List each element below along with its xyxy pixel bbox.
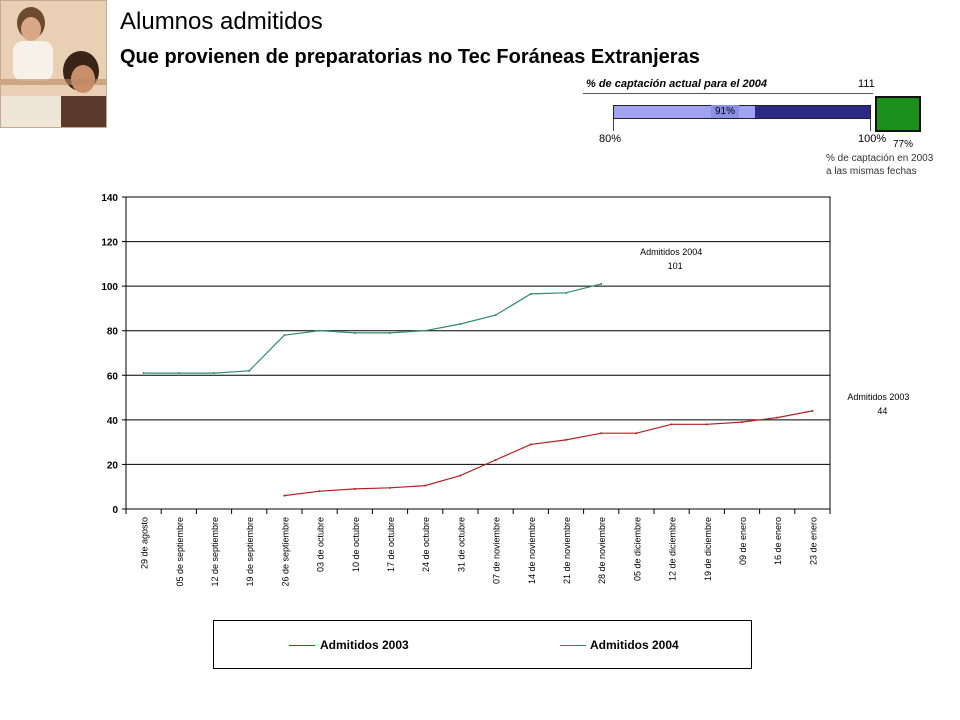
data-point bbox=[776, 416, 779, 419]
x-tick-label: 03 de octubre bbox=[316, 517, 326, 572]
data-point bbox=[248, 369, 251, 372]
annotation-label: Admitidos 2004 bbox=[640, 247, 702, 257]
data-point bbox=[283, 494, 286, 497]
x-tick-label: 31 de octubre bbox=[456, 517, 466, 572]
gauge-max-label: 100% bbox=[858, 133, 887, 145]
indicator-note: % de captación en 2003 a las mismas fech… bbox=[826, 152, 933, 178]
gauge-title: % de captación actual para el 2004 bbox=[586, 78, 767, 90]
x-tick-label: 12 de diciembre bbox=[668, 517, 678, 581]
data-point bbox=[213, 372, 215, 375]
legend-label-2004: Admitidos 2004 bbox=[590, 638, 679, 652]
capture-gauge: % de captación actual para el 2004 91% 8… bbox=[583, 74, 887, 148]
legend-swatch-2003 bbox=[289, 645, 315, 646]
gauge-min-label: 80% bbox=[599, 133, 622, 145]
y-tick-label: 80 bbox=[107, 327, 119, 338]
x-tick-label: 16 de enero bbox=[773, 517, 783, 565]
data-point bbox=[565, 291, 567, 294]
indicator-note-line2: a las mismas fechas bbox=[826, 166, 917, 177]
data-point bbox=[283, 334, 286, 337]
indicator-note-line1: % de captación en 2003 bbox=[826, 153, 934, 164]
students-photo bbox=[0, 0, 107, 128]
page-title: Alumnos admitidos bbox=[120, 8, 323, 35]
annotation-value: 101 bbox=[668, 261, 683, 271]
gauge-tick-min bbox=[613, 119, 614, 131]
x-tick-label: 12 de septiembre bbox=[210, 517, 220, 587]
data-point bbox=[389, 486, 391, 489]
x-tick-label: 19 de diciembre bbox=[703, 517, 713, 581]
x-tick-label: 05 de diciembre bbox=[632, 517, 642, 581]
data-point bbox=[459, 474, 462, 477]
legend-swatch-2004 bbox=[560, 645, 586, 646]
data-point bbox=[459, 323, 462, 326]
data-point bbox=[353, 487, 356, 490]
gauge-divider bbox=[583, 93, 873, 94]
gauge-value-label: 91% bbox=[711, 105, 739, 118]
data-point bbox=[741, 421, 743, 424]
page-subtitle: Que provienen de preparatorias no Tec Fo… bbox=[120, 46, 700, 68]
data-point bbox=[529, 292, 532, 295]
y-tick-label: 120 bbox=[101, 238, 118, 249]
x-tick-label: 21 de noviembre bbox=[562, 517, 572, 584]
data-point bbox=[494, 314, 497, 317]
data-point bbox=[424, 329, 427, 332]
students-photo-graphic bbox=[1, 1, 106, 127]
gauge-tick-max bbox=[870, 119, 871, 131]
y-tick-label: 60 bbox=[107, 371, 119, 382]
x-tick-label: 24 de octubre bbox=[421, 517, 431, 572]
x-tick-label: 07 de noviembre bbox=[492, 517, 502, 584]
legend-label-2003: Admitidos 2003 bbox=[320, 638, 409, 652]
x-tick-label: 26 de septiembre bbox=[280, 517, 290, 587]
y-tick-label: 20 bbox=[107, 460, 119, 471]
annotation-label: Admitidos 2003 bbox=[847, 392, 909, 402]
x-tick-label: 29 de agosto bbox=[140, 517, 150, 569]
data-point bbox=[389, 331, 391, 334]
data-point bbox=[705, 423, 708, 426]
indicator-pct: 77% bbox=[893, 139, 914, 150]
data-point bbox=[811, 409, 814, 412]
x-tick-label: 28 de noviembre bbox=[597, 517, 607, 584]
plot-area bbox=[125, 196, 831, 510]
y-tick-label: 140 bbox=[101, 193, 118, 204]
x-tick-label: 09 de enero bbox=[738, 517, 748, 565]
series-line-2003 bbox=[284, 410, 813, 497]
data-point bbox=[565, 438, 567, 441]
data-point bbox=[424, 484, 427, 487]
x-tick-label: 05 de septiembre bbox=[175, 517, 185, 587]
data-point bbox=[177, 372, 180, 375]
indicator-count: 111 bbox=[858, 78, 875, 90]
data-point bbox=[353, 331, 356, 334]
data-point bbox=[318, 490, 321, 493]
x-tick-label: 23 de enero bbox=[808, 517, 818, 565]
indicator-green-box bbox=[875, 96, 921, 132]
annotation-value: 44 bbox=[877, 406, 887, 416]
chart-legend: Admitidos 2003 Admitidos 2004 bbox=[213, 620, 752, 669]
data-point bbox=[529, 443, 532, 446]
data-point bbox=[670, 423, 673, 426]
x-tick-label: 14 de noviembre bbox=[527, 517, 537, 584]
x-tick-label: 17 de octubre bbox=[386, 517, 396, 572]
data-point bbox=[318, 329, 321, 332]
data-point bbox=[494, 458, 497, 461]
y-tick-label: 100 bbox=[101, 282, 118, 293]
y-tick-label: 40 bbox=[107, 416, 119, 427]
x-tick-label: 19 de septiembre bbox=[245, 517, 255, 587]
data-point bbox=[600, 282, 603, 285]
data-point bbox=[635, 432, 638, 435]
series-line-2004 bbox=[143, 283, 602, 374]
data-point bbox=[600, 432, 603, 435]
x-tick-label: 10 de octubre bbox=[351, 517, 361, 572]
data-point bbox=[142, 372, 145, 375]
y-tick-label: 0 bbox=[112, 505, 118, 516]
